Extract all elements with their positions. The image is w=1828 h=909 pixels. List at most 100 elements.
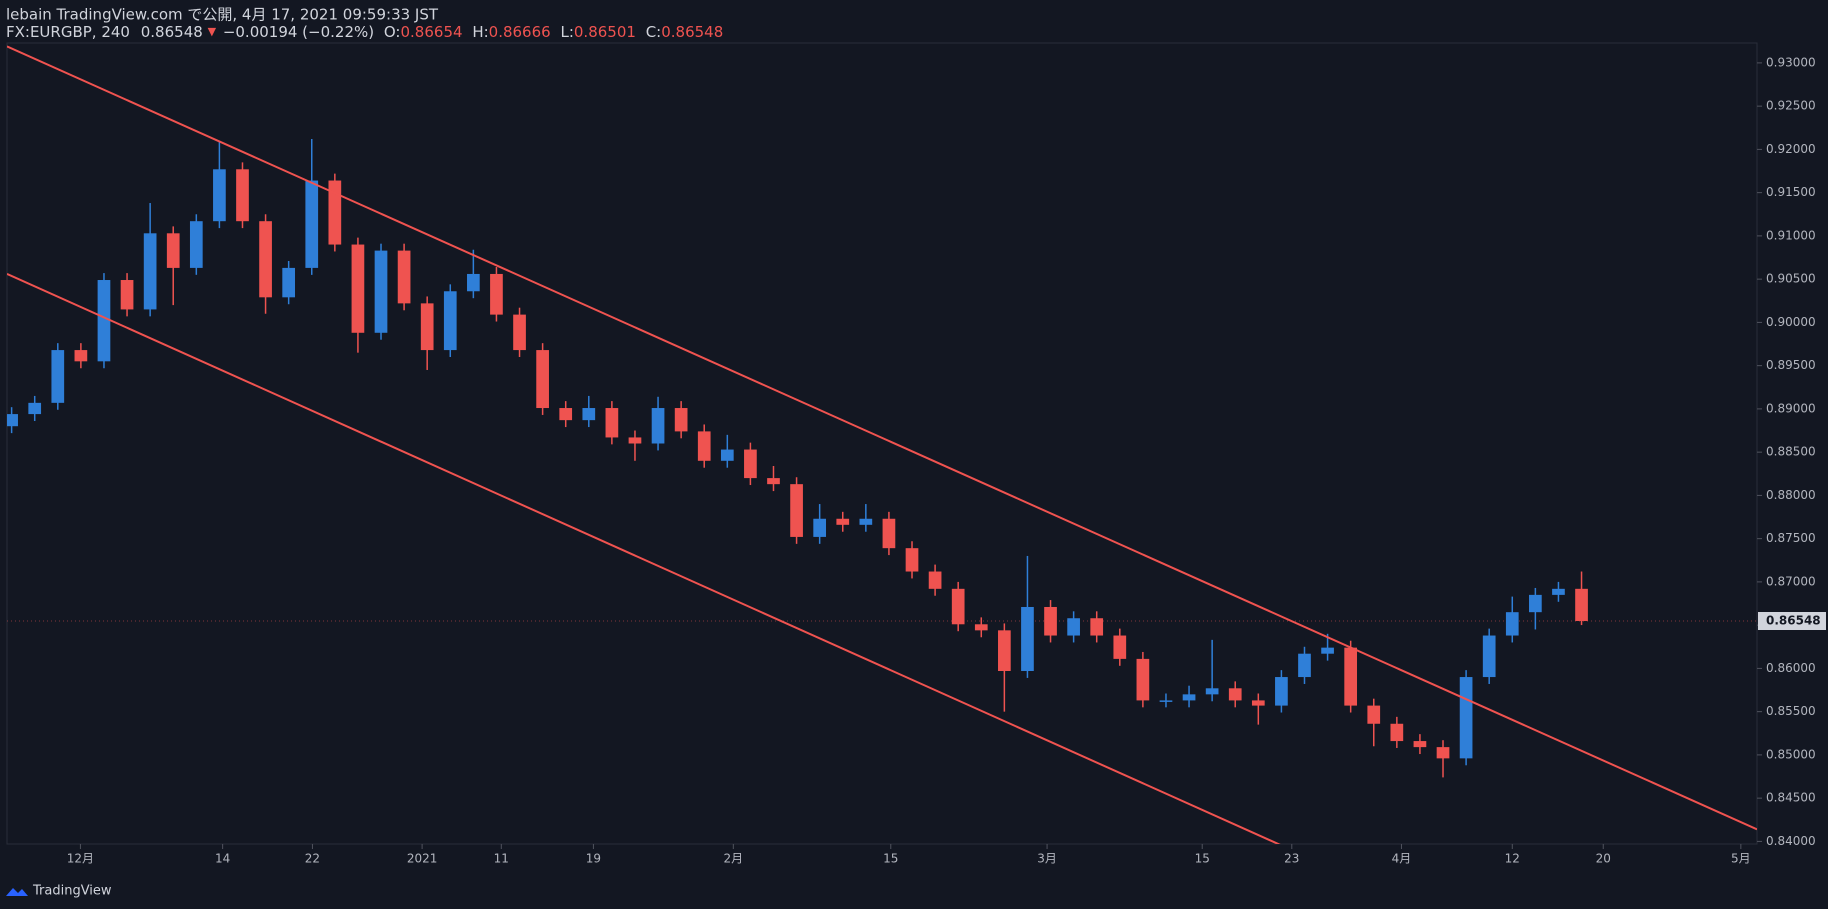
x-tick-label: 14: [215, 852, 230, 866]
candle-body: [513, 314, 526, 351]
y-tick-label: 0.85500: [1766, 704, 1816, 718]
candle-body: [974, 624, 988, 631]
candle-body: [1228, 688, 1242, 701]
y-tick-label: 0.88500: [1766, 445, 1816, 459]
candle-body: [1552, 588, 1565, 595]
ohlc-value: 0.86548: [661, 23, 723, 41]
candle-body: [813, 518, 827, 537]
candle-body: [28, 402, 42, 415]
candle-body: [882, 518, 896, 549]
candle-body: [282, 267, 296, 298]
candle-body: [1298, 653, 1311, 678]
candle-body: [1436, 747, 1450, 759]
x-tick-label: 3月: [1037, 852, 1057, 866]
candle-body: [236, 169, 249, 222]
trend-line: [7, 273, 1281, 844]
candle-body: [536, 350, 549, 409]
candle-body: [628, 437, 642, 444]
plot-area: [7, 45, 1757, 844]
candle-body: [166, 233, 180, 268]
ohlc-label: H:: [472, 23, 488, 41]
ohlc-label: O:: [384, 23, 401, 41]
candle-body: [490, 273, 503, 315]
ohlc-label: C:: [646, 23, 662, 41]
header-quote: FX:EURGBP, 240 0.86548 ▼ −0.00194 (−0.22…: [6, 23, 723, 41]
symbol: FX:EURGBP, 240: [6, 23, 130, 41]
down-arrow: ▼: [208, 25, 217, 38]
candle-body: [1275, 677, 1288, 706]
y-tick-label: 0.85000: [1766, 747, 1816, 761]
candle-body: [1575, 588, 1588, 622]
candle-body: [328, 180, 342, 245]
y-tick-label: 0.91500: [1766, 185, 1816, 199]
candle-body: [7, 414, 18, 427]
candle-body: [1251, 700, 1265, 706]
y-tick-label: 0.92000: [1766, 142, 1816, 156]
x-tick-label: 11: [494, 852, 509, 866]
ohlc-value: 0.86501: [574, 23, 636, 41]
candle-body: [1344, 647, 1358, 706]
candle-body: [1459, 677, 1473, 759]
candle-body: [467, 273, 480, 292]
candle-body: [1413, 741, 1427, 748]
candle-body: [74, 350, 88, 362]
y-tick-label: 0.91000: [1766, 228, 1816, 242]
x-tick-label: 15: [1195, 852, 1210, 866]
candle-body: [259, 221, 272, 298]
candle-body: [836, 518, 850, 525]
candle-body: [305, 180, 319, 268]
candle-body: [213, 169, 226, 222]
candle-body: [859, 518, 873, 525]
candle-body: [1090, 618, 1104, 636]
candle-body: [951, 588, 965, 625]
candle-body: [559, 408, 573, 421]
candle-body: [720, 449, 734, 461]
y-tick-label: 0.89500: [1766, 358, 1816, 372]
x-tick-label: 23: [1284, 852, 1299, 866]
candle-body: [420, 303, 434, 351]
x-tick-label: 15: [883, 852, 898, 866]
candle-body: [1182, 694, 1196, 701]
candle-body: [1367, 705, 1381, 724]
candle-body: [189, 221, 203, 268]
candle-body: [928, 571, 942, 589]
x-tick-label: 12: [1505, 852, 1520, 866]
last-price-label: 0.86548: [1766, 614, 1821, 628]
change: −0.00194 (−0.22%): [223, 23, 374, 41]
candle-body: [1067, 618, 1080, 636]
candle-body: [651, 408, 665, 444]
candle-body: [97, 280, 111, 362]
x-tick-label: 19: [586, 852, 601, 866]
x-tick-label: 2021: [407, 852, 438, 866]
y-tick-label: 0.90000: [1766, 315, 1816, 329]
candle-body: [120, 280, 134, 310]
last: 0.86548: [141, 23, 203, 41]
y-tick-label: 0.92500: [1766, 99, 1816, 113]
y-tick-label: 0.93000: [1766, 55, 1816, 69]
candle-body: [1321, 647, 1334, 654]
x-tick-label: 4月: [1392, 852, 1412, 866]
y-tick-label: 0.84500: [1766, 791, 1816, 805]
y-tick-label: 0.88000: [1766, 488, 1816, 502]
ohlc-label: L:: [560, 23, 573, 41]
candle-body: [1390, 723, 1404, 742]
candle-body: [1113, 635, 1127, 659]
candle-body: [582, 408, 596, 421]
x-tick-label: 5月: [1731, 852, 1751, 866]
y-tick-label: 0.84000: [1766, 834, 1816, 848]
ohlc-value: 0.86654: [401, 23, 463, 41]
ohlc-value: 0.86666: [489, 23, 551, 41]
header-title: lebain TradingView.com で公開, 4月 17, 2021 …: [6, 6, 439, 24]
candle-body: [1136, 658, 1150, 701]
candle-body: [905, 548, 919, 572]
candle-body: [790, 484, 803, 537]
logo-icon: [6, 888, 28, 896]
candle-body: [1205, 688, 1219, 695]
candle-body: [1529, 594, 1542, 613]
y-tick-label: 0.90500: [1766, 272, 1816, 286]
y-tick-label: 0.89000: [1766, 401, 1816, 415]
y-tick-label: 0.87000: [1766, 574, 1816, 588]
candle-body: [998, 630, 1011, 671]
